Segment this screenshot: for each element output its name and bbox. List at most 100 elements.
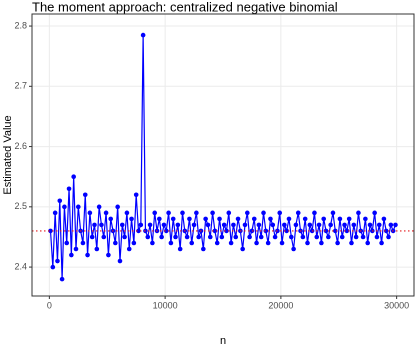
- data-point: [173, 234, 178, 240]
- data-point: [288, 234, 294, 240]
- data-point: [55, 258, 60, 264]
- data-point: [50, 264, 56, 270]
- data-point: [180, 210, 185, 216]
- data-point: [59, 276, 65, 282]
- y-tick-label: 2.5: [14, 201, 27, 211]
- data-line: [49, 35, 397, 280]
- data-point: [367, 222, 373, 228]
- data-point: [106, 252, 111, 258]
- data-point: [291, 246, 296, 252]
- data-point: [212, 228, 218, 234]
- data-point: [69, 252, 74, 258]
- data-point: [82, 192, 88, 198]
- data-point: [379, 240, 384, 246]
- data-point: [344, 228, 350, 234]
- data-point: [240, 246, 245, 252]
- data-point: [319, 240, 324, 246]
- data-point: [233, 234, 239, 240]
- data-point: [277, 210, 283, 216]
- data-point: [48, 228, 53, 234]
- data-point: [314, 234, 320, 240]
- data-point: [356, 210, 361, 216]
- data-point: [342, 222, 347, 228]
- data-point: [265, 240, 271, 246]
- x-tick-label: 20000: [268, 300, 293, 310]
- data-point: [251, 216, 257, 222]
- data-point: [307, 222, 313, 228]
- data-point: [145, 234, 151, 240]
- data-point: [381, 216, 387, 222]
- data-point: [166, 210, 171, 216]
- data-point: [295, 210, 301, 216]
- data-point: [214, 240, 220, 246]
- data-point: [247, 234, 252, 240]
- data-point: [126, 246, 132, 252]
- data-point: [207, 234, 213, 240]
- data-point: [161, 222, 167, 228]
- data-point: [71, 174, 76, 179]
- data-point: [254, 240, 259, 246]
- data-point: [150, 240, 155, 246]
- data-point: [157, 216, 162, 222]
- data-point: [321, 216, 327, 222]
- data-point: [312, 210, 317, 216]
- data-point: [87, 210, 93, 216]
- data-point: [76, 204, 81, 210]
- data-point: [168, 240, 174, 246]
- x-tick-label: 30000: [384, 300, 409, 310]
- data-point: [140, 32, 146, 38]
- data-point: [353, 234, 359, 240]
- data-point: [113, 240, 118, 246]
- data-point: [147, 222, 153, 228]
- chart-title: The moment approach: centralized negativ…: [32, 0, 338, 14]
- data-point: [326, 234, 331, 240]
- data-point: [117, 258, 123, 264]
- data-point: [170, 216, 176, 222]
- data-point: [89, 234, 95, 240]
- data-point: [191, 222, 197, 228]
- data-point: [346, 216, 352, 222]
- data-point: [293, 222, 299, 228]
- data-point: [96, 204, 102, 210]
- data-point: [73, 246, 79, 252]
- data-point: [272, 234, 278, 240]
- data-point: [189, 240, 195, 246]
- data-point: [175, 222, 181, 228]
- data-point: [245, 210, 250, 216]
- data-point: [163, 228, 169, 234]
- data-point: [256, 222, 262, 228]
- data-point: [217, 216, 222, 222]
- data-point: [101, 234, 107, 240]
- data-point: [99, 222, 104, 228]
- data-point: [261, 210, 266, 216]
- data-point: [115, 204, 120, 210]
- data-point: [136, 228, 141, 234]
- data-point: [365, 240, 370, 246]
- data-point: [152, 210, 158, 216]
- data-point: [62, 204, 67, 210]
- data-point: [363, 216, 368, 222]
- y-tick-label: 2.7: [14, 81, 27, 91]
- data-point: [235, 216, 241, 222]
- data-point: [226, 210, 232, 216]
- data-point: [339, 234, 345, 240]
- data-point: [64, 240, 70, 246]
- data-point: [228, 240, 234, 246]
- data-point: [205, 222, 211, 228]
- data-point: [129, 216, 134, 222]
- data-point: [94, 246, 100, 252]
- data-point: [383, 228, 389, 234]
- data-point: [52, 210, 58, 216]
- data-point: [124, 210, 130, 216]
- data-point: [224, 228, 229, 234]
- data-point: [279, 240, 285, 246]
- data-point: [203, 216, 208, 222]
- y-tick-label: 2.4: [14, 261, 27, 271]
- data-point: [177, 246, 183, 252]
- data-point: [108, 216, 114, 222]
- data-point: [57, 198, 63, 204]
- data-point: [393, 222, 398, 228]
- data-point: [201, 246, 206, 252]
- data-point: [372, 210, 377, 216]
